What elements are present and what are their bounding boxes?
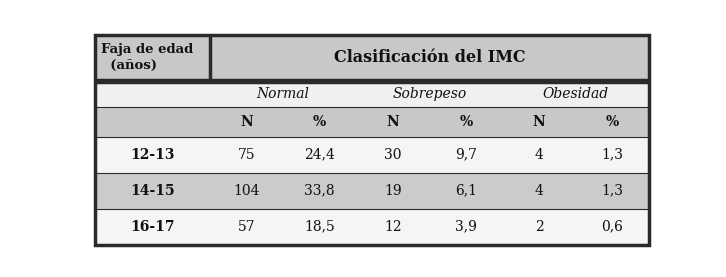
Text: 12: 12 — [384, 220, 401, 234]
Text: N: N — [386, 115, 399, 129]
Text: 1,3: 1,3 — [601, 148, 624, 162]
Text: 18,5: 18,5 — [304, 220, 335, 234]
Text: 12-13: 12-13 — [131, 148, 175, 162]
Text: Sobrepeso: Sobrepeso — [392, 87, 467, 101]
Text: 16-17: 16-17 — [131, 220, 175, 234]
Text: 30: 30 — [384, 148, 401, 162]
Text: 2: 2 — [535, 220, 544, 234]
Text: 33,8: 33,8 — [304, 184, 335, 198]
Text: %: % — [313, 115, 326, 129]
Text: 0,6: 0,6 — [601, 220, 623, 234]
Bar — [95, 209, 649, 245]
Text: Clasificación del IMC: Clasificación del IMC — [334, 49, 525, 66]
Text: Normal: Normal — [256, 87, 309, 101]
Text: %: % — [460, 115, 473, 129]
Text: Faja de edad
  (años): Faja de edad (años) — [101, 43, 193, 71]
Text: 4: 4 — [535, 148, 544, 162]
Text: 57: 57 — [237, 220, 256, 234]
Text: N: N — [533, 115, 545, 129]
Text: 104: 104 — [233, 184, 260, 198]
Text: 9,7: 9,7 — [455, 148, 477, 162]
Text: 4: 4 — [535, 184, 544, 198]
Bar — [95, 107, 649, 137]
Bar — [95, 35, 649, 80]
Text: Obesidad: Obesidad — [542, 87, 609, 101]
Text: 1,3: 1,3 — [601, 184, 624, 198]
Text: %: % — [605, 115, 619, 129]
Text: 75: 75 — [237, 148, 256, 162]
Text: 24,4: 24,4 — [304, 148, 335, 162]
Bar — [95, 137, 649, 173]
Text: N: N — [240, 115, 253, 129]
Bar — [95, 80, 649, 107]
Text: 3,9: 3,9 — [455, 220, 477, 234]
Bar — [95, 173, 649, 209]
Text: 6,1: 6,1 — [455, 184, 477, 198]
Text: 19: 19 — [384, 184, 401, 198]
Text: 14-15: 14-15 — [130, 184, 175, 198]
